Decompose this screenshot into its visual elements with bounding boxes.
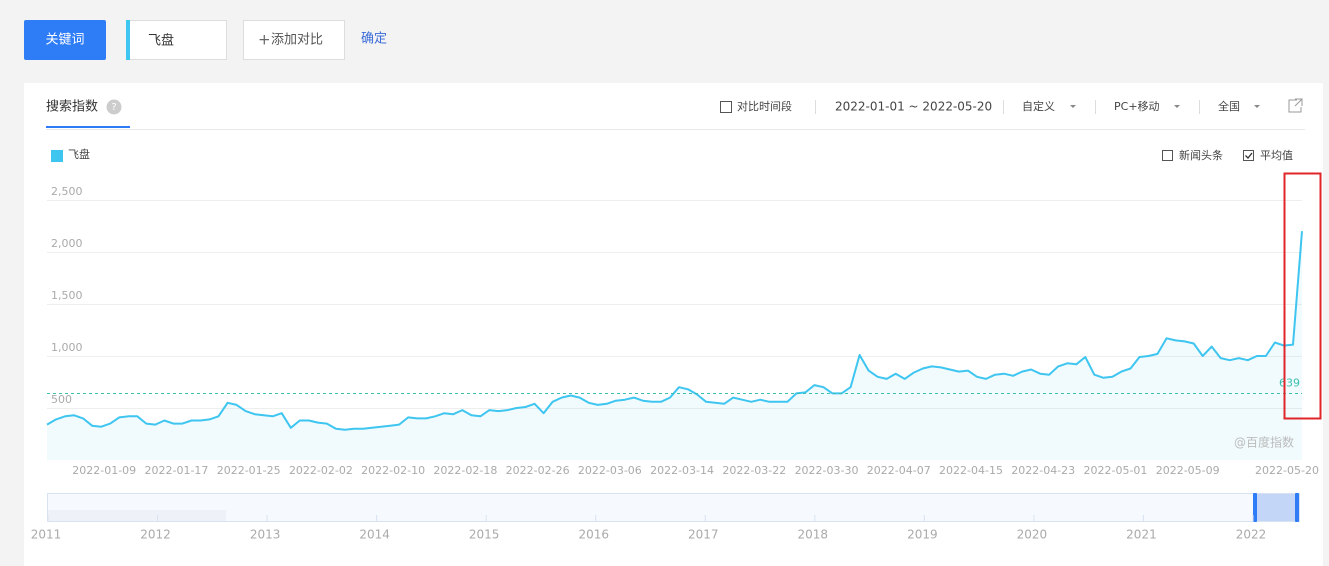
year-label: 2014 [359,528,390,542]
news-label: 新闻头条 [1179,148,1223,162]
year-label: 2012 [140,528,171,542]
x-tick-label: 2022-03-06 [578,464,642,477]
y-tick-label: 1,000 [51,341,83,354]
watermark: @百度指数 [1234,435,1294,450]
year-label: 2018 [798,528,829,542]
x-tick-label: 2022-04-23 [1011,464,1075,477]
device-select[interactable]: PC+移动 [1114,100,1160,113]
news-checkbox[interactable] [1162,150,1173,161]
year-label: 2013 [250,528,281,542]
line [46,231,1303,431]
x-tick-label: 2022-03-14 [650,464,714,477]
caret [1070,105,1076,108]
x-tick-label: 2022-05-01 [1083,464,1147,477]
highlight-box [1283,172,1322,420]
x-tick-label: 2022-03-22 [722,464,786,477]
overview-box [47,493,1300,522]
overview-handle[interactable] [1253,493,1257,522]
x-tick-label: 2022-02-02 [289,464,353,477]
keyword-button-label: 关键词 [45,33,84,48]
tab[interactable]: 搜索指数 [46,100,98,115]
compare-label: 对比时间段 [737,99,792,113]
x-tick-label: 2022-01-17 [144,464,208,477]
date-range[interactable]: 2022-01-01 ~ 2022-05-20 [835,100,992,114]
caret [1174,105,1180,108]
export-icon[interactable] [1288,98,1303,113]
overview-mini [48,510,226,521]
plus-icon: + [258,31,271,49]
year-label: 2011 [31,528,62,542]
panel [24,83,1323,566]
x-tick-label: 2022-05-20 [1255,464,1319,477]
help-mark: ? [111,102,116,113]
x-tick-label: 2022-02-10 [361,464,425,477]
x-tick-label: 2022-05-09 [1156,464,1220,477]
legend-swatch [51,150,63,162]
compare-checkbox[interactable] [720,101,732,113]
x-tick-label: 2022-01-25 [217,464,281,477]
y-tick-label: 2,500 [51,185,83,198]
keyword-stripe [126,20,130,60]
help-icon[interactable] [106,99,122,115]
keyword-input[interactable] [126,20,227,60]
average-checkbox[interactable] [1243,150,1254,161]
x-tick-label: 2022-02-26 [506,464,570,477]
caret [1254,105,1260,108]
x-tick-label: 2022-01-09 [72,464,136,477]
add-compare-label: 添加对比 [271,33,323,48]
y-tick-label: 500 [51,393,72,406]
overview-selection[interactable] [1256,494,1297,521]
year-label: 2021 [1126,528,1157,542]
x-tick-label: 2022-04-15 [939,464,1003,477]
overview-handle[interactable] [1295,493,1299,522]
y-tick-label: 1,500 [51,289,83,302]
x-tick-label: 2022-02-18 [433,464,497,477]
region-select[interactable]: 全国 [1218,99,1240,113]
add-compare[interactable] [243,20,345,60]
year-label: 2015 [469,528,500,542]
average-label: 平均值 [1260,149,1293,162]
year-label: 2020 [1017,528,1048,542]
year-label: 2022 [1236,528,1267,542]
confirm-link[interactable]: 确定 [361,32,387,47]
custom-select[interactable]: 自定义 [1022,99,1055,113]
year-label: 2017 [688,528,719,542]
y-tick-label: 2,000 [51,237,83,250]
tab-underline [46,126,130,128]
year-label: 2016 [578,528,609,542]
area [47,231,1302,460]
x-tick-label: 2022-04-07 [867,464,931,477]
keyword-button[interactable] [24,20,106,60]
average-value: 639 [1279,377,1300,390]
legend-label: 飞盘 [68,147,90,161]
year-label: 2019 [907,528,938,542]
x-tick-label: 2022-03-30 [795,464,859,477]
check-mark [1245,152,1253,159]
keyword-text: 飞盘 [148,33,174,49]
